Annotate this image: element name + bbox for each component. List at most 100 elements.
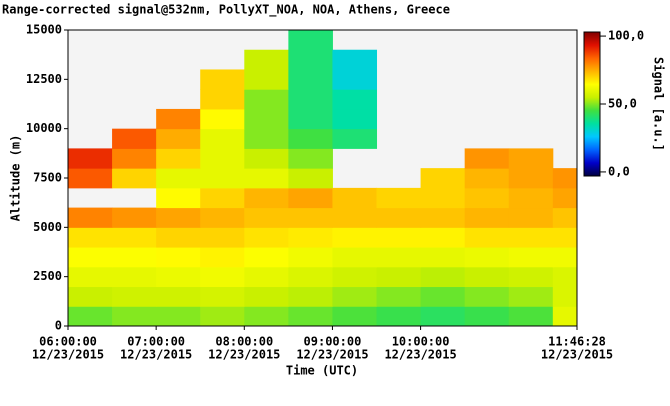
heatmap-cell	[288, 207, 333, 228]
heatmap-cell	[332, 286, 378, 307]
heatmap-cell	[112, 306, 157, 327]
heatmap-cell	[156, 227, 201, 248]
heatmap-cell	[332, 266, 378, 288]
x-tick-date: 12/23/2015	[120, 348, 192, 362]
heatmap-cell	[156, 148, 201, 169]
x-tick-label: 08:00:00	[215, 335, 273, 349]
heatmap-cell	[244, 187, 289, 209]
heatmap-cell	[244, 266, 289, 288]
x-tick-date: 12/23/2015	[296, 348, 368, 362]
heatmap-cell	[420, 266, 466, 288]
heatmap-cell	[68, 207, 113, 228]
heatmap-cell	[68, 247, 113, 268]
heatmap-cell	[508, 247, 554, 268]
heatmap-cell	[156, 286, 201, 307]
heatmap-cell	[508, 306, 554, 327]
heatmap-cell	[244, 49, 289, 70]
heatmap-cell	[288, 227, 333, 248]
heatmap-cell	[112, 266, 157, 288]
heatmap-cell	[244, 207, 289, 228]
heatmap-cell	[552, 227, 578, 248]
heatmap-cell	[288, 306, 333, 327]
heatmap-cell	[112, 168, 157, 189]
heatmap-cell	[200, 286, 245, 307]
heatmap-cell	[112, 128, 157, 149]
heatmap-cell	[464, 286, 510, 307]
heatmap-cell	[464, 227, 510, 248]
heatmap-cell	[376, 306, 422, 327]
heatmap-cell	[200, 89, 245, 110]
heatmap-cell	[288, 108, 333, 130]
heatmap-cell	[552, 286, 578, 307]
y-axis-label: Altitude (m)	[9, 135, 23, 222]
heatmap-cell	[464, 266, 510, 288]
heatmap-cell	[68, 266, 113, 288]
y-tick-label: 2500	[33, 269, 62, 283]
heatmap-cell	[552, 266, 578, 288]
x-tick-label: 06:00:00	[39, 335, 97, 349]
x-tick-date: 12/23/2015	[384, 348, 456, 362]
heatmap-cell	[156, 168, 201, 189]
y-tick-label: 5000	[33, 220, 62, 234]
heatmap-cell	[420, 227, 466, 248]
y-tick-label: 12500	[26, 72, 62, 86]
heatmap-cell	[288, 286, 333, 307]
heatmap-cell	[376, 247, 422, 268]
heatmap-cell	[288, 69, 333, 90]
heatmap-cell	[288, 168, 333, 189]
heatmap-cell	[112, 227, 157, 248]
heatmap-cell	[288, 247, 333, 268]
colorbar-tick-label: 100,0	[608, 29, 644, 43]
heatmap-cell	[156, 266, 201, 288]
heatmap-cell	[332, 207, 378, 228]
chart-title: Range-corrected signal@532nm, PollyXT_NO…	[2, 3, 450, 18]
heatmap-cell	[508, 266, 554, 288]
heatmap-cell	[420, 306, 466, 327]
colorbar	[583, 31, 601, 177]
heatmap-cell	[552, 168, 578, 189]
heatmap-cell	[552, 207, 578, 228]
heatmap-cell	[332, 247, 378, 268]
heatmap-cell	[244, 128, 289, 149]
heatmap-cell	[68, 168, 113, 189]
heatmap-cell	[508, 168, 554, 189]
heatmap-cell	[376, 187, 422, 209]
heatmap-cell	[244, 168, 289, 189]
heatmap-cell	[508, 227, 554, 248]
heatmap-cell	[508, 207, 554, 228]
heatmap-cell	[420, 187, 466, 209]
heatmap-cell	[288, 49, 333, 70]
heatmap-cell	[244, 89, 289, 110]
heatmap-cell	[244, 247, 289, 268]
heatmap-cell	[376, 266, 422, 288]
heatmap-cell	[288, 89, 333, 110]
heatmap-cell	[288, 128, 333, 149]
colorbar-label: Signal [a.u.]	[652, 57, 666, 151]
x-tick-label: 07:00:00	[127, 335, 185, 349]
heatmap-cell	[332, 227, 378, 248]
heatmap-cell	[288, 187, 333, 209]
heatmap-cell	[552, 306, 578, 327]
heatmap-cell	[68, 306, 113, 327]
heatmap-cell	[112, 286, 157, 307]
heatmap-cell	[508, 148, 554, 169]
x-tick-label: 09:00:00	[304, 335, 362, 349]
heatmap-cell	[200, 128, 245, 149]
heatmap-cell	[332, 306, 378, 327]
x-tick-label: 10:00:00	[392, 335, 450, 349]
heatmap-cell	[332, 108, 378, 130]
heatmap-cell	[200, 227, 245, 248]
heatmap-cell	[200, 69, 245, 90]
heatmap-cell	[200, 247, 245, 268]
heatmap-cell	[288, 30, 333, 51]
heatmap-cell	[464, 247, 510, 268]
y-tick-label: 7500	[33, 171, 62, 185]
heatmap-cell	[464, 207, 510, 228]
heatmap-cell	[156, 247, 201, 268]
heatmap-cell	[68, 148, 113, 169]
heatmap-cell	[376, 227, 422, 248]
colorbar-tick-label: 0,0	[608, 164, 630, 178]
y-tick-label: 15000	[26, 23, 62, 37]
heatmap-cell	[244, 108, 289, 130]
